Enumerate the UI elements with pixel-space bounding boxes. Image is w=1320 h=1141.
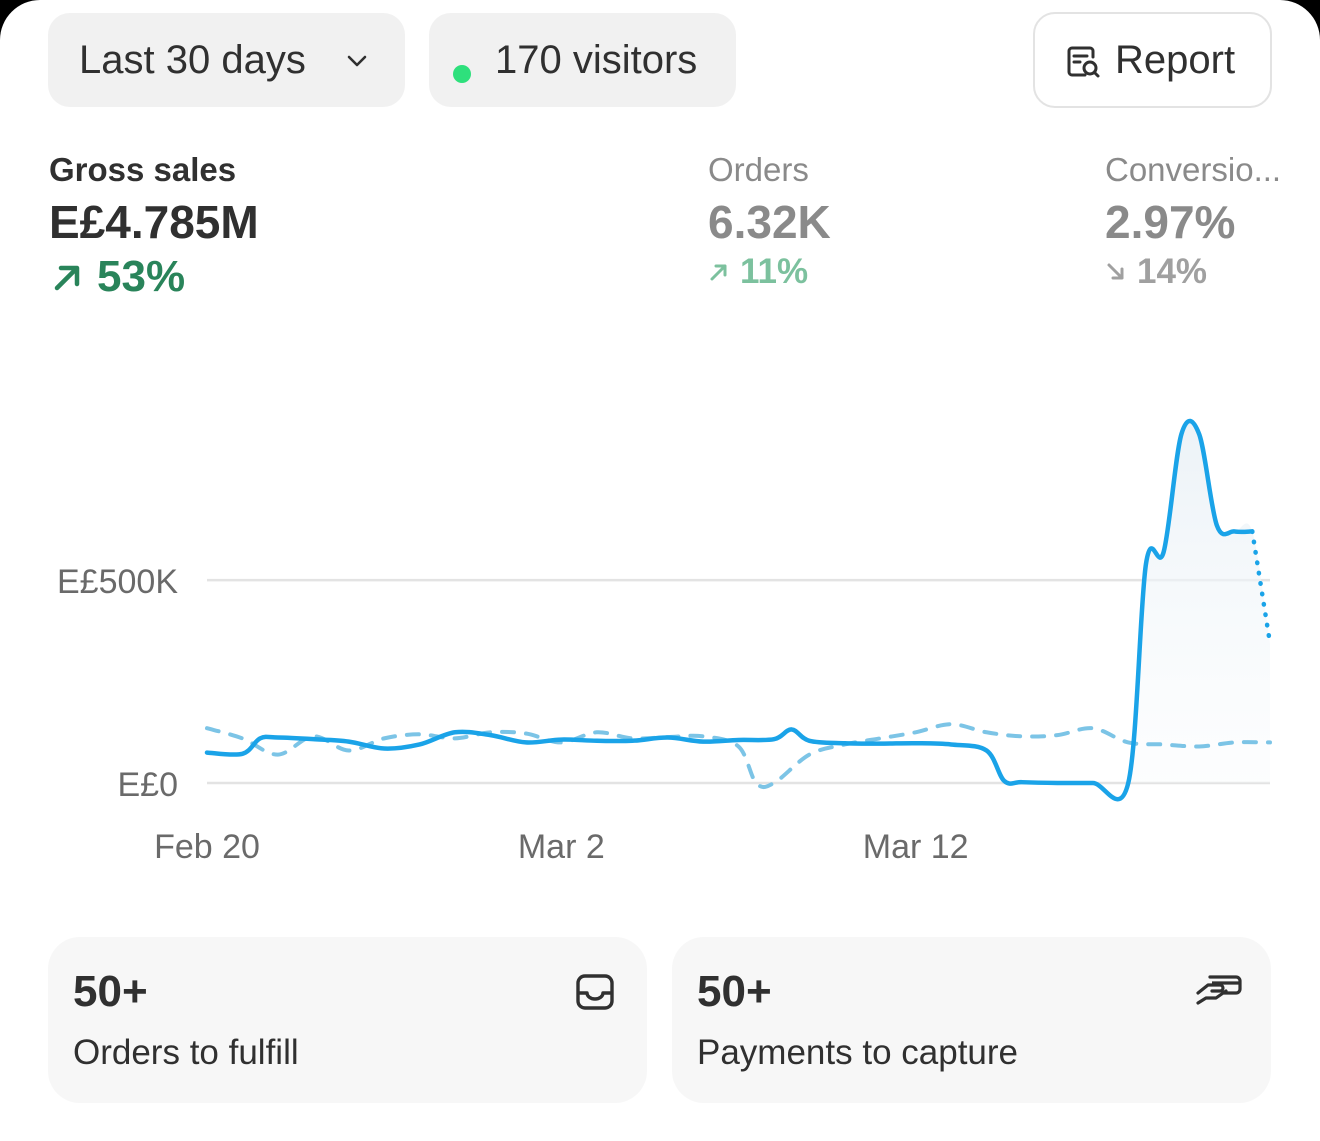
tile-count: 50+ bbox=[697, 967, 772, 1016]
x-tick-label: Mar 12 bbox=[863, 828, 969, 866]
chevron-down-icon bbox=[347, 55, 367, 67]
date-range-label: Last 30 days bbox=[79, 37, 306, 82]
report-search-icon bbox=[1067, 46, 1100, 78]
metric-value: 2.97% bbox=[1105, 196, 1236, 248]
metric-value: E£4.785M bbox=[49, 196, 259, 248]
live-visitors-pill[interactable]: 170 visitors bbox=[429, 13, 736, 107]
metric-value: 6.32K bbox=[708, 196, 831, 248]
x-tick-label: Mar 2 bbox=[518, 828, 605, 866]
sales-line-chart[interactable]: E£0 E£500K Feb 20 Mar 2 Mar 12 bbox=[0, 380, 1320, 880]
metric-delta-value: 14% bbox=[1137, 252, 1208, 291]
metric-label: Orders bbox=[708, 151, 809, 188]
series-line-dotted bbox=[1250, 529, 1273, 646]
hand-card-icon bbox=[1196, 975, 1242, 1005]
series-line-solid bbox=[204, 418, 1255, 802]
payments-to-capture-tile[interactable]: 50+ Payments to capture bbox=[672, 937, 1271, 1103]
arrow-down-right-icon bbox=[1107, 263, 1124, 280]
tile-count: 50+ bbox=[73, 967, 148, 1016]
inbox-icon bbox=[576, 974, 614, 1010]
date-range-selector[interactable]: Last 30 days bbox=[48, 13, 405, 107]
metric-delta: 53% bbox=[49, 252, 259, 302]
tile-label: Orders to fulfill bbox=[73, 1033, 299, 1072]
report-button[interactable]: Report bbox=[1033, 12, 1272, 108]
metric-delta-value: 53% bbox=[97, 252, 186, 301]
metric-gross-sales[interactable]: Gross sales E£4.785M 53% bbox=[49, 150, 259, 302]
arrow-up-right-icon bbox=[54, 265, 80, 291]
spike-area bbox=[1128, 420, 1270, 783]
y-tick-label: E£0 bbox=[118, 766, 179, 804]
live-dot-icon bbox=[453, 65, 471, 83]
visitors-label: 170 visitors bbox=[495, 37, 698, 82]
metric-label: Conversio... bbox=[1105, 151, 1282, 188]
y-tick-label: E£500K bbox=[57, 563, 178, 601]
metric-delta: 11% bbox=[708, 252, 831, 292]
arrow-up-right-icon bbox=[710, 264, 727, 281]
x-tick-label: Feb 20 bbox=[154, 828, 260, 866]
tile-label: Payments to capture bbox=[697, 1033, 1018, 1072]
orders-to-fulfill-tile[interactable]: 50+ Orders to fulfill bbox=[48, 937, 647, 1103]
metric-orders[interactable]: Orders 6.32K 11% bbox=[708, 150, 831, 292]
report-label: Report bbox=[1115, 37, 1236, 82]
series-line-dashed bbox=[205, 722, 1272, 790]
metric-conversion[interactable]: Conversio... 2.97% 14% bbox=[1105, 150, 1320, 292]
metric-label: Gross sales bbox=[49, 151, 237, 188]
metric-delta-value: 11% bbox=[740, 252, 809, 291]
metric-delta: 14% bbox=[1105, 252, 1320, 292]
